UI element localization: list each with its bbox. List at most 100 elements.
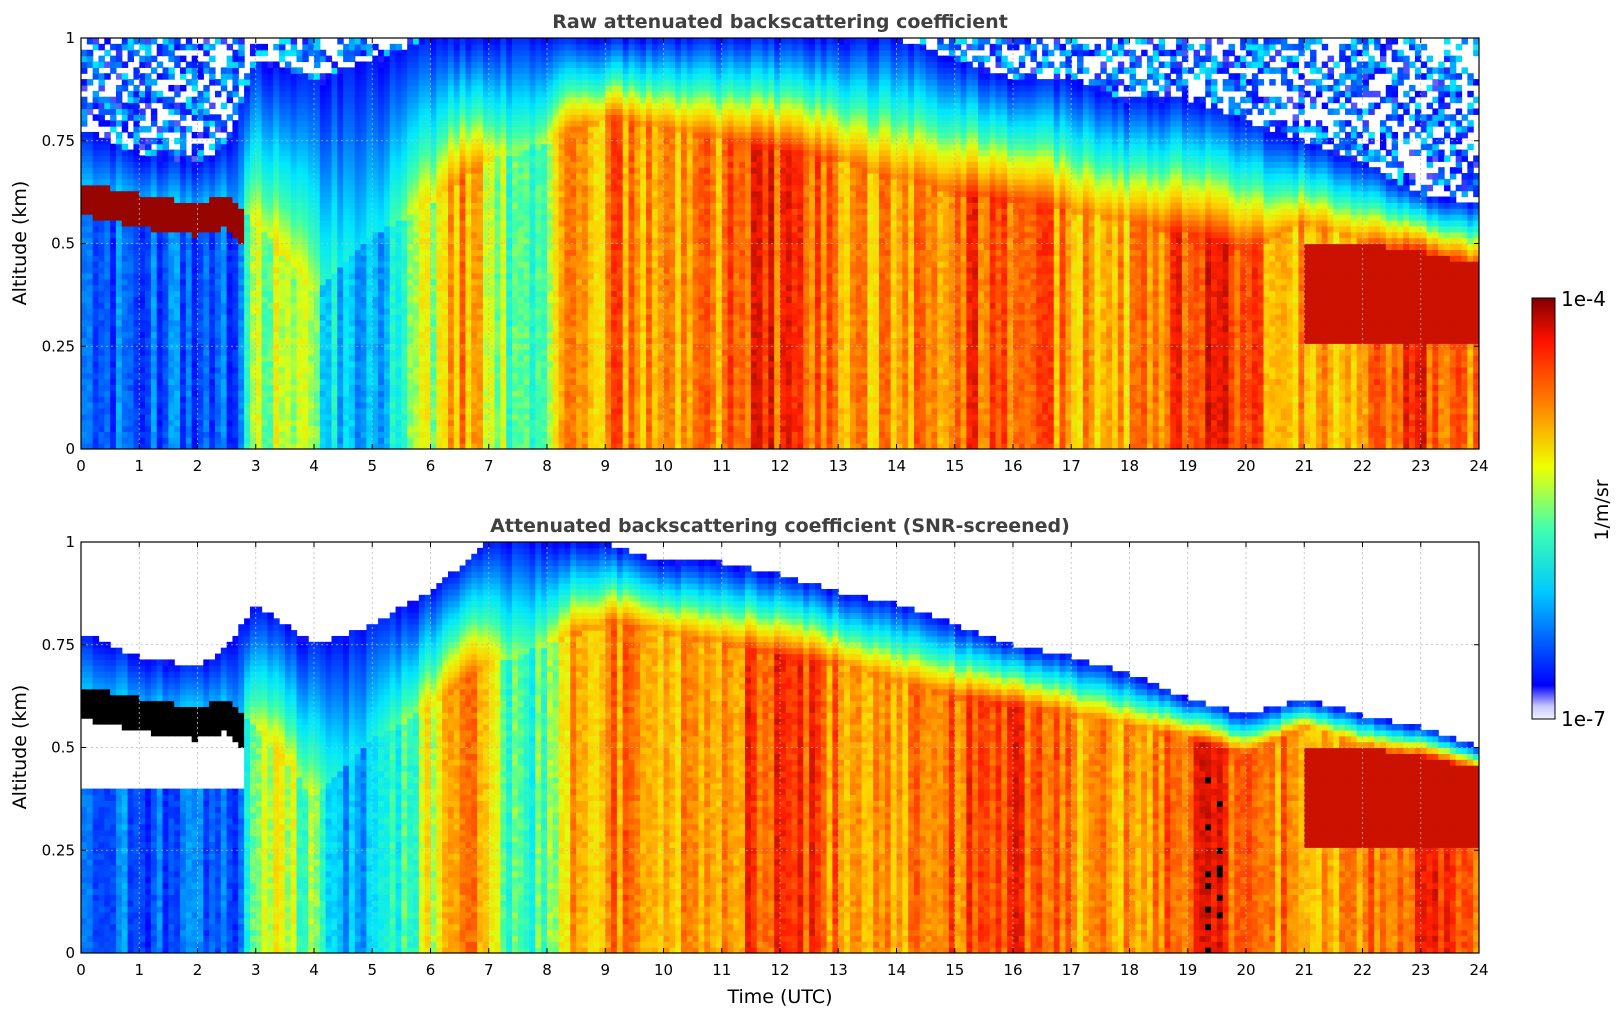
- heatmap-cell: [180, 261, 186, 267]
- heatmap-cell: [285, 279, 291, 285]
- heatmap-cell: [454, 279, 460, 285]
- heatmap-cell: [512, 91, 518, 97]
- heatmap-cell: [291, 337, 297, 343]
- heatmap-cell: [500, 208, 506, 214]
- heatmap-cell: [186, 402, 192, 408]
- heatmap-cell: [407, 308, 413, 314]
- heatmap-cell: [221, 320, 227, 326]
- heatmap-cell: [297, 197, 303, 203]
- heatmap-cell: [506, 38, 512, 44]
- heatmap-cell: [273, 161, 279, 167]
- heatmap-cell: [215, 155, 221, 161]
- heatmap-cell: [116, 191, 122, 197]
- heatmap-cell: [174, 220, 180, 226]
- heatmap-cell: [442, 120, 448, 126]
- heatmap-cell: [401, 220, 407, 226]
- heatmap-cell: [460, 361, 466, 367]
- heatmap-cell: [291, 232, 297, 238]
- heatmap-cell: [460, 79, 466, 85]
- heatmap-cell: [460, 326, 466, 332]
- heatmap-cell: [448, 103, 454, 109]
- heatmap-cell: [291, 320, 297, 326]
- heatmap-cell: [407, 326, 413, 332]
- heatmap-cell: [448, 126, 454, 132]
- heatmap-cell: [390, 79, 396, 85]
- heatmap-cell: [349, 267, 355, 273]
- heatmap-cell: [465, 85, 471, 91]
- heatmap-cell: [145, 232, 151, 238]
- heatmap-cell: [98, 396, 104, 402]
- heatmap-cell: [151, 396, 157, 402]
- heatmap-cell: [186, 379, 192, 385]
- heatmap-cell: [215, 296, 221, 302]
- heatmap-cell: [81, 97, 87, 103]
- heatmap-cell: [157, 150, 163, 156]
- heatmap-cell: [372, 279, 378, 285]
- heatmap-cell: [419, 191, 425, 197]
- heatmap-cell: [495, 67, 501, 73]
- heatmap-cell: [378, 384, 384, 390]
- heatmap-cell: [110, 202, 116, 208]
- heatmap-cell: [378, 144, 384, 150]
- heatmap-cell: [273, 167, 279, 173]
- heatmap-cell: [87, 202, 93, 208]
- heatmap-cell: [500, 373, 506, 379]
- heatmap-cell: [256, 349, 262, 355]
- heatmap-cell: [314, 332, 320, 338]
- heatmap-cell: [163, 144, 169, 150]
- heatmap-cell: [267, 355, 273, 361]
- heatmap-cell: [495, 56, 501, 62]
- heatmap-cell: [186, 261, 192, 267]
- heatmap-cell: [244, 73, 250, 79]
- heatmap-cell: [401, 267, 407, 273]
- heatmap-cell: [483, 267, 489, 273]
- heatmap-cell: [343, 249, 349, 255]
- heatmap-cell: [495, 50, 501, 56]
- heatmap-cell: [157, 191, 163, 197]
- heatmap-cell: [98, 361, 104, 367]
- heatmap-cell: [215, 191, 221, 197]
- heatmap-cell: [495, 226, 501, 232]
- heatmap-cell: [401, 144, 407, 150]
- heatmap-cell: [331, 420, 337, 426]
- heatmap-cell: [448, 108, 454, 114]
- heatmap-cell: [244, 185, 250, 191]
- heatmap-cell: [267, 61, 273, 67]
- heatmap-cell: [355, 220, 361, 226]
- heatmap-cell: [198, 267, 204, 273]
- heatmap-cell: [506, 402, 512, 408]
- heatmap-cell: [314, 214, 320, 220]
- heatmap-cell: [431, 285, 437, 291]
- heatmap-cell: [302, 103, 308, 109]
- heatmap-cell: [198, 150, 204, 156]
- heatmap-cell: [320, 290, 326, 296]
- heatmap-cell: [285, 261, 291, 267]
- heatmap-cell: [436, 214, 442, 220]
- heatmap-cell: [390, 173, 396, 179]
- heatmap-cell: [139, 261, 145, 267]
- heatmap-cell: [454, 437, 460, 443]
- heatmap-cell: [145, 197, 151, 203]
- heatmap-cell: [116, 161, 122, 167]
- heatmap-cell: [104, 332, 110, 338]
- heatmap-cell: [448, 426, 454, 432]
- heatmap-cell: [384, 420, 390, 426]
- heatmap-cell: [331, 97, 337, 103]
- heatmap-cell: [431, 402, 437, 408]
- heatmap-cell: [163, 197, 169, 203]
- heatmap-cell: [436, 337, 442, 343]
- heatmap-cell: [87, 426, 93, 432]
- heatmap-cell: [314, 255, 320, 261]
- heatmap-cell: [285, 255, 291, 261]
- heatmap-cell: [425, 367, 431, 373]
- heatmap-cell: [168, 314, 174, 320]
- heatmap-cell: [291, 38, 297, 44]
- heatmap-cell: [396, 56, 402, 62]
- heatmap-cell: [436, 290, 442, 296]
- heatmap-cell: [186, 167, 192, 173]
- heatmap-cell: [355, 120, 361, 126]
- heatmap-cell: [436, 85, 442, 91]
- heatmap-cell: [215, 420, 221, 426]
- heatmap-cell: [431, 220, 437, 226]
- heatmap-cell: [238, 396, 244, 402]
